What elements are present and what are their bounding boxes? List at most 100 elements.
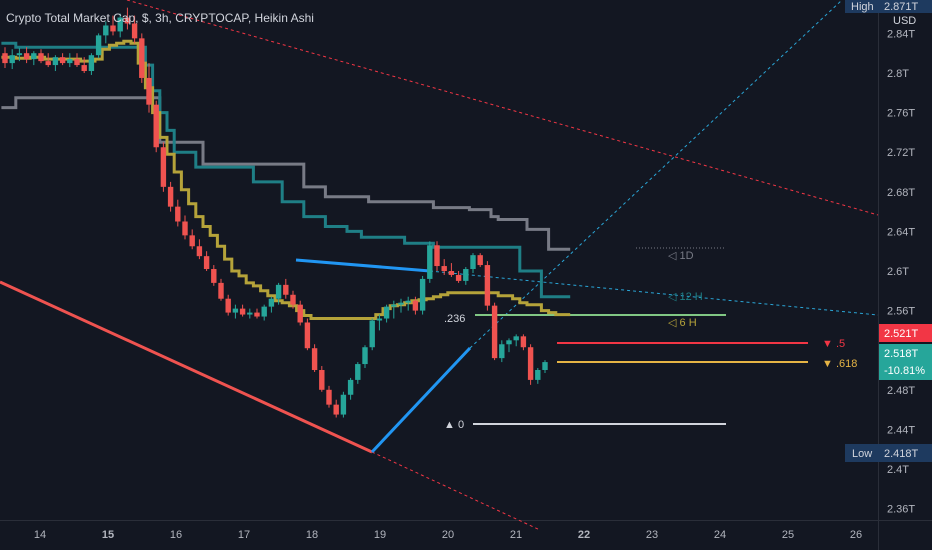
candle[interactable] <box>139 33 145 83</box>
candle[interactable] <box>484 261 491 311</box>
candle[interactable] <box>81 57 87 73</box>
candle-body <box>247 312 253 315</box>
blue-falling-line <box>295 258 431 273</box>
candle[interactable] <box>9 49 15 70</box>
candle[interactable] <box>88 53 95 75</box>
candle[interactable] <box>412 296 419 315</box>
candle[interactable] <box>427 241 433 283</box>
candle[interactable] <box>419 275 426 315</box>
candle-body <box>355 364 361 380</box>
candle-body <box>31 53 37 60</box>
candle[interactable] <box>131 15 138 44</box>
candle[interactable] <box>304 318 311 351</box>
candle[interactable] <box>23 47 30 64</box>
candle[interactable] <box>326 385 332 408</box>
candle-body <box>139 38 145 78</box>
candle[interactable] <box>520 334 527 351</box>
candle[interactable] <box>45 53 51 68</box>
high-label-name: High <box>851 1 874 13</box>
candle[interactable] <box>225 294 231 316</box>
candle[interactable] <box>153 100 159 153</box>
candle[interactable] <box>196 239 203 260</box>
current-price-value: 2.521T <box>884 328 919 340</box>
candle[interactable] <box>463 267 469 285</box>
candle[interactable] <box>2 47 8 69</box>
candle[interactable] <box>232 304 239 319</box>
candle[interactable] <box>182 215 188 240</box>
candle[interactable] <box>254 308 260 319</box>
candle[interactable] <box>218 278 224 301</box>
candle[interactable] <box>175 199 181 227</box>
candle[interactable] <box>124 7 131 30</box>
candle[interactable] <box>319 366 325 392</box>
candle[interactable] <box>499 340 505 363</box>
candle[interactable] <box>103 21 109 44</box>
candle[interactable] <box>95 33 102 59</box>
candle[interactable] <box>189 229 195 250</box>
candle[interactable] <box>506 338 512 353</box>
candle[interactable] <box>247 308 253 319</box>
candle[interactable] <box>59 53 66 66</box>
candle[interactable] <box>448 263 455 277</box>
candle[interactable] <box>405 296 411 311</box>
candle[interactable] <box>535 368 541 384</box>
candle-body <box>290 294 296 305</box>
candle[interactable] <box>455 271 462 283</box>
candle[interactable] <box>513 334 519 347</box>
candle[interactable] <box>67 53 73 68</box>
price-tick-label: 2.84T <box>887 28 915 40</box>
candle-body <box>513 336 519 341</box>
candle-body <box>405 300 411 303</box>
candle[interactable] <box>16 48 23 62</box>
candle[interactable] <box>434 241 440 271</box>
candle[interactable] <box>355 362 361 384</box>
candle[interactable] <box>211 265 217 286</box>
candle[interactable] <box>203 251 210 271</box>
candle[interactable] <box>491 302 498 361</box>
candle[interactable] <box>376 314 383 331</box>
candle[interactable] <box>167 181 174 212</box>
level-label-1d: ◁ 1D <box>668 250 694 262</box>
candle[interactable] <box>31 51 37 66</box>
high-value-box <box>879 0 932 13</box>
candle[interactable] <box>268 296 275 313</box>
candle-body <box>311 348 318 370</box>
lower-trendline <box>0 280 373 454</box>
candle[interactable] <box>261 304 267 321</box>
candle[interactable] <box>333 399 339 418</box>
candle[interactable] <box>470 253 476 273</box>
candle[interactable] <box>160 142 167 192</box>
candle[interactable] <box>527 344 534 385</box>
blue-rising-extension <box>469 0 843 349</box>
candle[interactable] <box>52 55 59 72</box>
candle[interactable] <box>311 344 318 372</box>
candle-body <box>239 308 246 315</box>
candle[interactable] <box>383 304 390 323</box>
candle[interactable] <box>340 391 347 418</box>
candle[interactable] <box>283 278 289 299</box>
candle[interactable] <box>146 63 152 113</box>
candle[interactable] <box>347 377 354 400</box>
candle[interactable] <box>441 259 447 275</box>
candle[interactable] <box>74 53 80 68</box>
candle[interactable] <box>369 318 375 351</box>
candle[interactable] <box>477 253 483 268</box>
candle-body <box>175 206 181 222</box>
fib-label-0: ▲ 0 <box>444 419 464 431</box>
low-value-box <box>879 444 932 462</box>
candle-body <box>542 362 548 370</box>
candle[interactable] <box>239 304 246 317</box>
time-tick-label: 24 <box>714 529 726 541</box>
candle[interactable] <box>117 13 123 38</box>
time-tick-label: 19 <box>374 529 386 541</box>
candle[interactable] <box>542 360 548 373</box>
candle[interactable] <box>297 300 303 326</box>
candle[interactable] <box>38 49 44 64</box>
candle[interactable] <box>290 290 296 309</box>
candle[interactable] <box>391 300 397 319</box>
candle[interactable] <box>110 15 116 36</box>
candle[interactable] <box>362 345 368 369</box>
candle[interactable] <box>275 282 282 305</box>
candle[interactable] <box>398 298 404 313</box>
